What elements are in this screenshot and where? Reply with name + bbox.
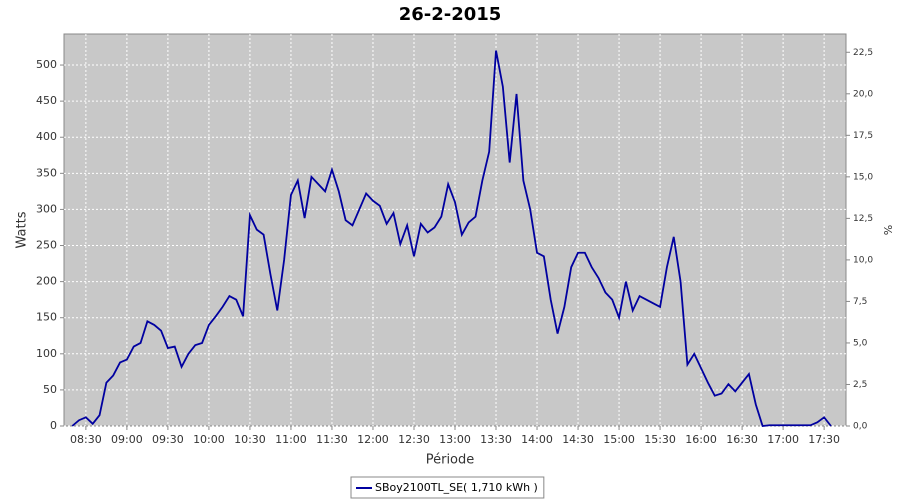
y2-tick-label: 2,5: [853, 380, 867, 390]
y2-tick-label: 0,0: [853, 422, 868, 432]
x-tick-label: 14:00: [521, 433, 553, 446]
y-tick-label: 50: [43, 383, 57, 396]
y-tick-label: 0: [50, 419, 57, 432]
y-tick-label: 100: [36, 347, 57, 360]
x-tick-label: 15:00: [603, 433, 635, 446]
y2-tick-label: 12,5: [853, 214, 873, 224]
x-tick-label: 17:00: [767, 433, 799, 446]
x-tick-label: 13:00: [439, 433, 471, 446]
chart-title: 26-2-2015: [399, 4, 502, 25]
x-tick-label: 09:30: [152, 433, 184, 446]
y-tick-label: 500: [36, 58, 57, 71]
x-tick-label: 13:30: [480, 433, 512, 446]
y2-tick-label: 10,0: [853, 255, 873, 265]
y-axis-label: Watts: [15, 211, 30, 248]
y-tick-label: 350: [36, 166, 57, 179]
legend: SBoy2100TL_SE( 1,710 kWh ): [350, 476, 545, 499]
x-tick-label: 12:00: [357, 433, 389, 446]
x-tick-label: 12:30: [398, 433, 430, 446]
x-tick-label: 16:00: [685, 433, 717, 446]
y2-tick-label: 17,5: [853, 131, 873, 141]
y-tick-label: 200: [36, 275, 57, 288]
x-tick-label: 14:30: [562, 433, 594, 446]
y-tick-label: 250: [36, 239, 57, 252]
x-tick-label: 10:30: [234, 433, 266, 446]
y2-tick-label: 7,5: [853, 297, 867, 307]
y-tick-label: 300: [36, 202, 57, 215]
legend-label: SBoy2100TL_SE( 1,710 kWh ): [375, 481, 538, 494]
x-tick-label: 17:30: [808, 433, 840, 446]
y2-tick-label: 22,5: [853, 48, 873, 58]
x-tick-label: 11:00: [275, 433, 307, 446]
x-tick-label: 08:30: [70, 433, 102, 446]
x-tick-label: 10:00: [193, 433, 225, 446]
x-tick-label: 15:30: [644, 433, 676, 446]
y-tick-label: 400: [36, 130, 57, 143]
series-line: [71, 50, 832, 427]
y2-tick-label: 20,0: [853, 89, 873, 99]
x-tick-label: 16:30: [726, 433, 758, 446]
y2-tick-label: 5,0: [853, 338, 868, 348]
x-tick-label: 11:30: [316, 433, 348, 446]
legend-box: [350, 476, 545, 499]
x-axis-label: Période: [426, 453, 475, 468]
y-tick-label: 150: [36, 311, 57, 324]
y-tick-label: 450: [36, 94, 57, 107]
y2-tick-label: 15,0: [853, 172, 873, 182]
y2-axis-label: %: [882, 225, 895, 235]
x-tick-label: 09:00: [111, 433, 143, 446]
